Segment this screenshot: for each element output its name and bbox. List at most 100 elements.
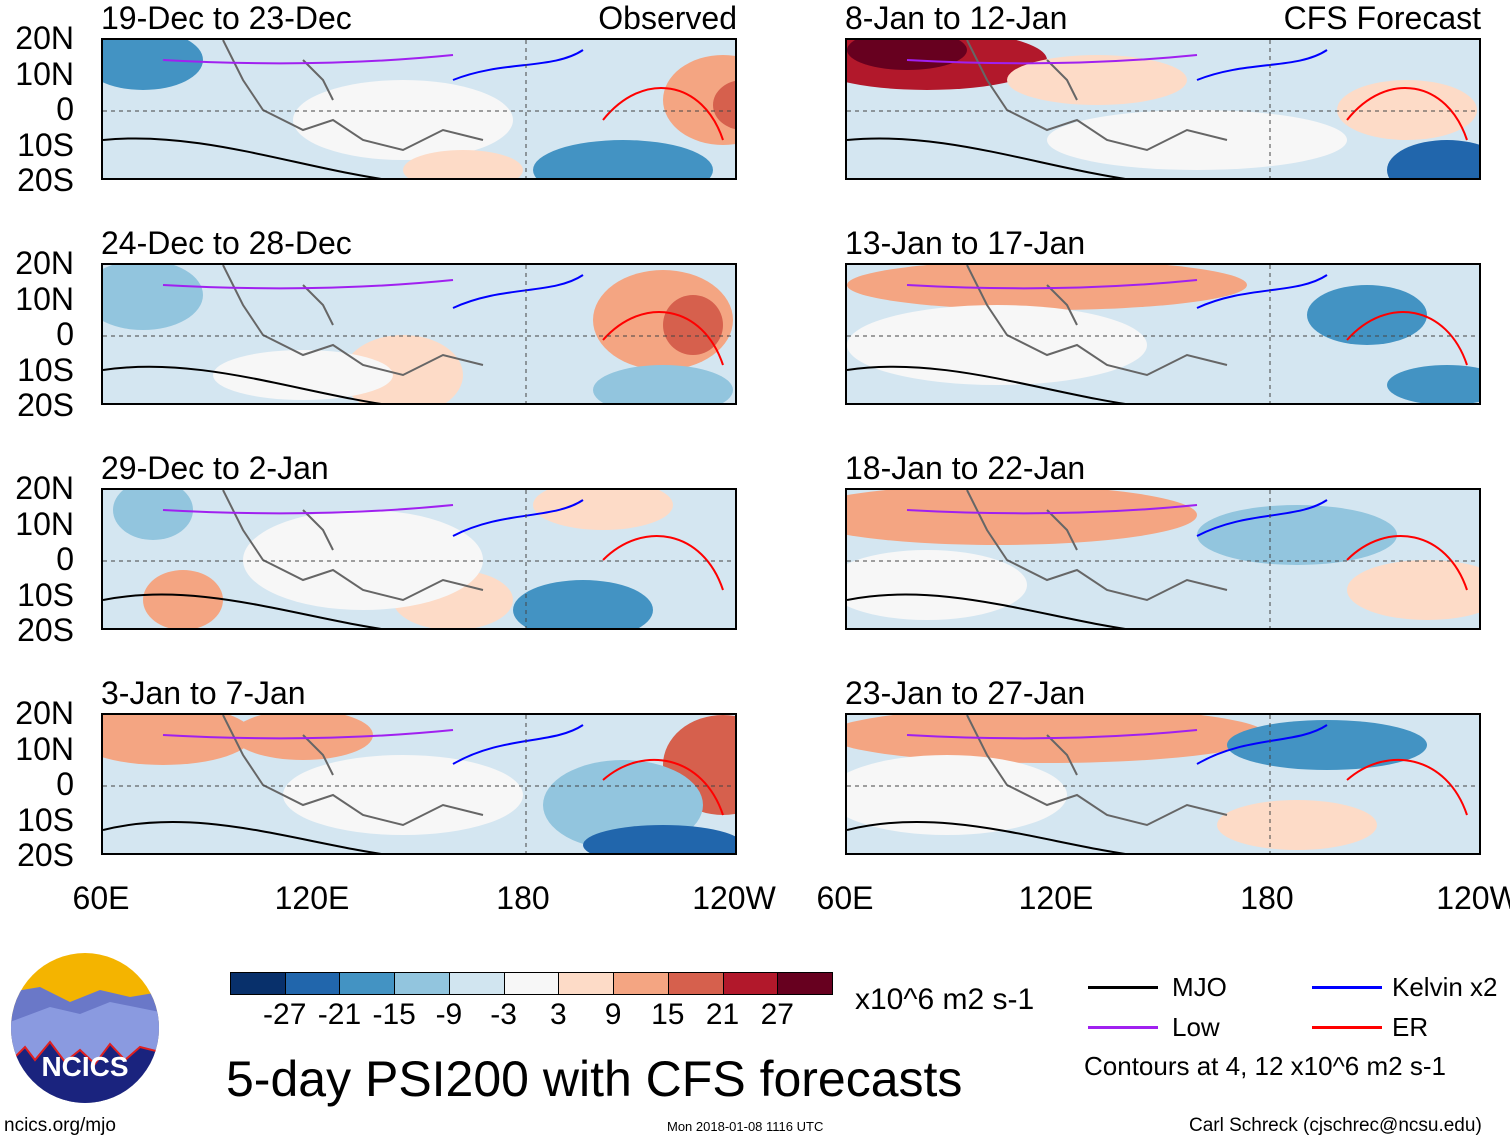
anomaly-map: [103, 40, 735, 178]
colorbar-cell: [230, 972, 286, 995]
anomaly-shading: [103, 715, 253, 765]
colorbar-label: 9: [604, 998, 622, 1031]
coastline: [222, 715, 484, 827]
lon-label: 180: [1240, 880, 1294, 916]
footer-timestamp: Mon 2018-01-08 1116 UTC: [667, 1119, 824, 1134]
lat-label: 20S: [17, 612, 74, 648]
panel-tag: Observed: [598, 0, 737, 36]
anomaly-map: [103, 490, 735, 628]
anomaly-shading: [293, 80, 513, 160]
anomaly-shading: [1227, 720, 1427, 770]
contour-er: [1346, 758, 1468, 816]
contour-low: [906, 729, 1198, 740]
contour-er: [602, 311, 724, 366]
map-panel: [101, 38, 737, 180]
contour-kelvin: [452, 724, 584, 765]
colorbar-units: x10^6 m2 s-1: [855, 983, 1035, 1016]
anomaly-shading: [1387, 140, 1479, 178]
colorbar-label: -9: [435, 998, 463, 1031]
contour-mjo: [103, 593, 382, 628]
colorbar-cell: [558, 972, 615, 995]
lon-label: 120E: [274, 880, 350, 916]
lat-label: 0: [56, 541, 74, 577]
contour-er: [602, 86, 724, 141]
colorbar-label: 15: [651, 998, 685, 1031]
panel-title: 8-Jan to 12-Jan: [845, 0, 1068, 36]
colorbar-cell: [503, 972, 560, 995]
anomaly-shading: [1387, 365, 1479, 403]
coastline: [966, 715, 1228, 827]
lat-label: 10N: [15, 280, 74, 317]
coastline: [222, 40, 484, 152]
lat-label: 20S: [17, 387, 74, 423]
contour-kelvin: [1196, 49, 1328, 81]
coastline: [222, 490, 484, 602]
lat-label: 20N: [15, 20, 74, 56]
lat-label: 10S: [17, 126, 74, 163]
contour-er: [1346, 86, 1468, 141]
lat-label: 10S: [17, 351, 74, 388]
legend-label-mjo: MJO: [1172, 972, 1227, 1002]
footer-author: Carl Schreck (cjschrec@ncsu.edu): [1189, 1115, 1482, 1136]
contour-mjo: [103, 365, 382, 403]
anomaly-map: [847, 265, 1479, 403]
anomaly-shading: [143, 570, 223, 628]
anomaly-map: [103, 715, 735, 853]
panel-title: 13-Jan to 17-Jan: [845, 225, 1086, 261]
map-panel: [845, 488, 1481, 630]
lat-label: 10N: [15, 55, 74, 92]
lat-label: 20N: [15, 470, 74, 506]
lon-label: 60E: [816, 880, 874, 916]
lon-label: 180: [496, 880, 550, 916]
svg-text:NCICS: NCICS: [41, 1051, 128, 1082]
footer-url[interactable]: ncics.org/mjo: [4, 1115, 116, 1136]
contour-low: [162, 54, 454, 65]
map-panel: [845, 263, 1481, 405]
legend-label-low: Low: [1172, 1012, 1220, 1042]
lat-label: 10S: [17, 801, 74, 838]
anomaly-shading: [103, 265, 203, 330]
map-panel: [845, 713, 1481, 855]
coastline: [966, 265, 1228, 377]
anomaly-map: [103, 265, 735, 403]
lat-label: 20N: [15, 695, 74, 731]
anomaly-shading: [1197, 505, 1397, 565]
lat-label: 10S: [17, 576, 74, 613]
legend-label-kelvin: Kelvin x2: [1392, 972, 1498, 1002]
lat-label: 10N: [15, 505, 74, 542]
lat-label: 0: [56, 766, 74, 802]
anomaly-shading: [847, 755, 1067, 835]
panel-title: 18-Jan to 22-Jan: [845, 450, 1086, 486]
panel-title: 23-Jan to 27-Jan: [845, 675, 1086, 711]
anomaly-shading: [663, 295, 723, 355]
anomaly-shading: [1007, 55, 1187, 105]
colorbar-cell: [667, 972, 724, 995]
map-panel: [101, 263, 737, 405]
contour-mjo: [847, 820, 1126, 853]
colorbar-label: -27: [263, 998, 307, 1031]
colorbar-cell: [339, 972, 396, 995]
ncics-logo: NCICS: [11, 953, 159, 1103]
anomaly-map: [847, 715, 1479, 853]
legend-swatch-low: [1088, 1026, 1158, 1029]
anomaly-shading: [533, 140, 713, 178]
anomaly-shading: [1307, 285, 1427, 345]
anomaly-shading: [1347, 560, 1479, 620]
lon-label: 60E: [72, 880, 130, 916]
contour-low: [162, 279, 454, 290]
coastline: [222, 265, 484, 377]
contour-note: Contours at 4, 12 x10^6 m2 s-1: [1084, 1051, 1446, 1081]
anomaly-shading: [1047, 110, 1347, 170]
contour-kelvin: [452, 274, 584, 309]
legend-swatch-kelvin: [1312, 986, 1382, 989]
anomaly-shading: [847, 490, 1197, 545]
contour-kelvin: [452, 49, 584, 81]
anomaly-shading: [283, 755, 523, 835]
contour-low: [906, 54, 1198, 65]
colorbar-cell: [448, 972, 505, 995]
anomaly-map: [847, 490, 1479, 628]
contour-er: [1346, 535, 1468, 591]
anomaly-shading: [663, 55, 735, 145]
contour-low: [162, 729, 454, 740]
